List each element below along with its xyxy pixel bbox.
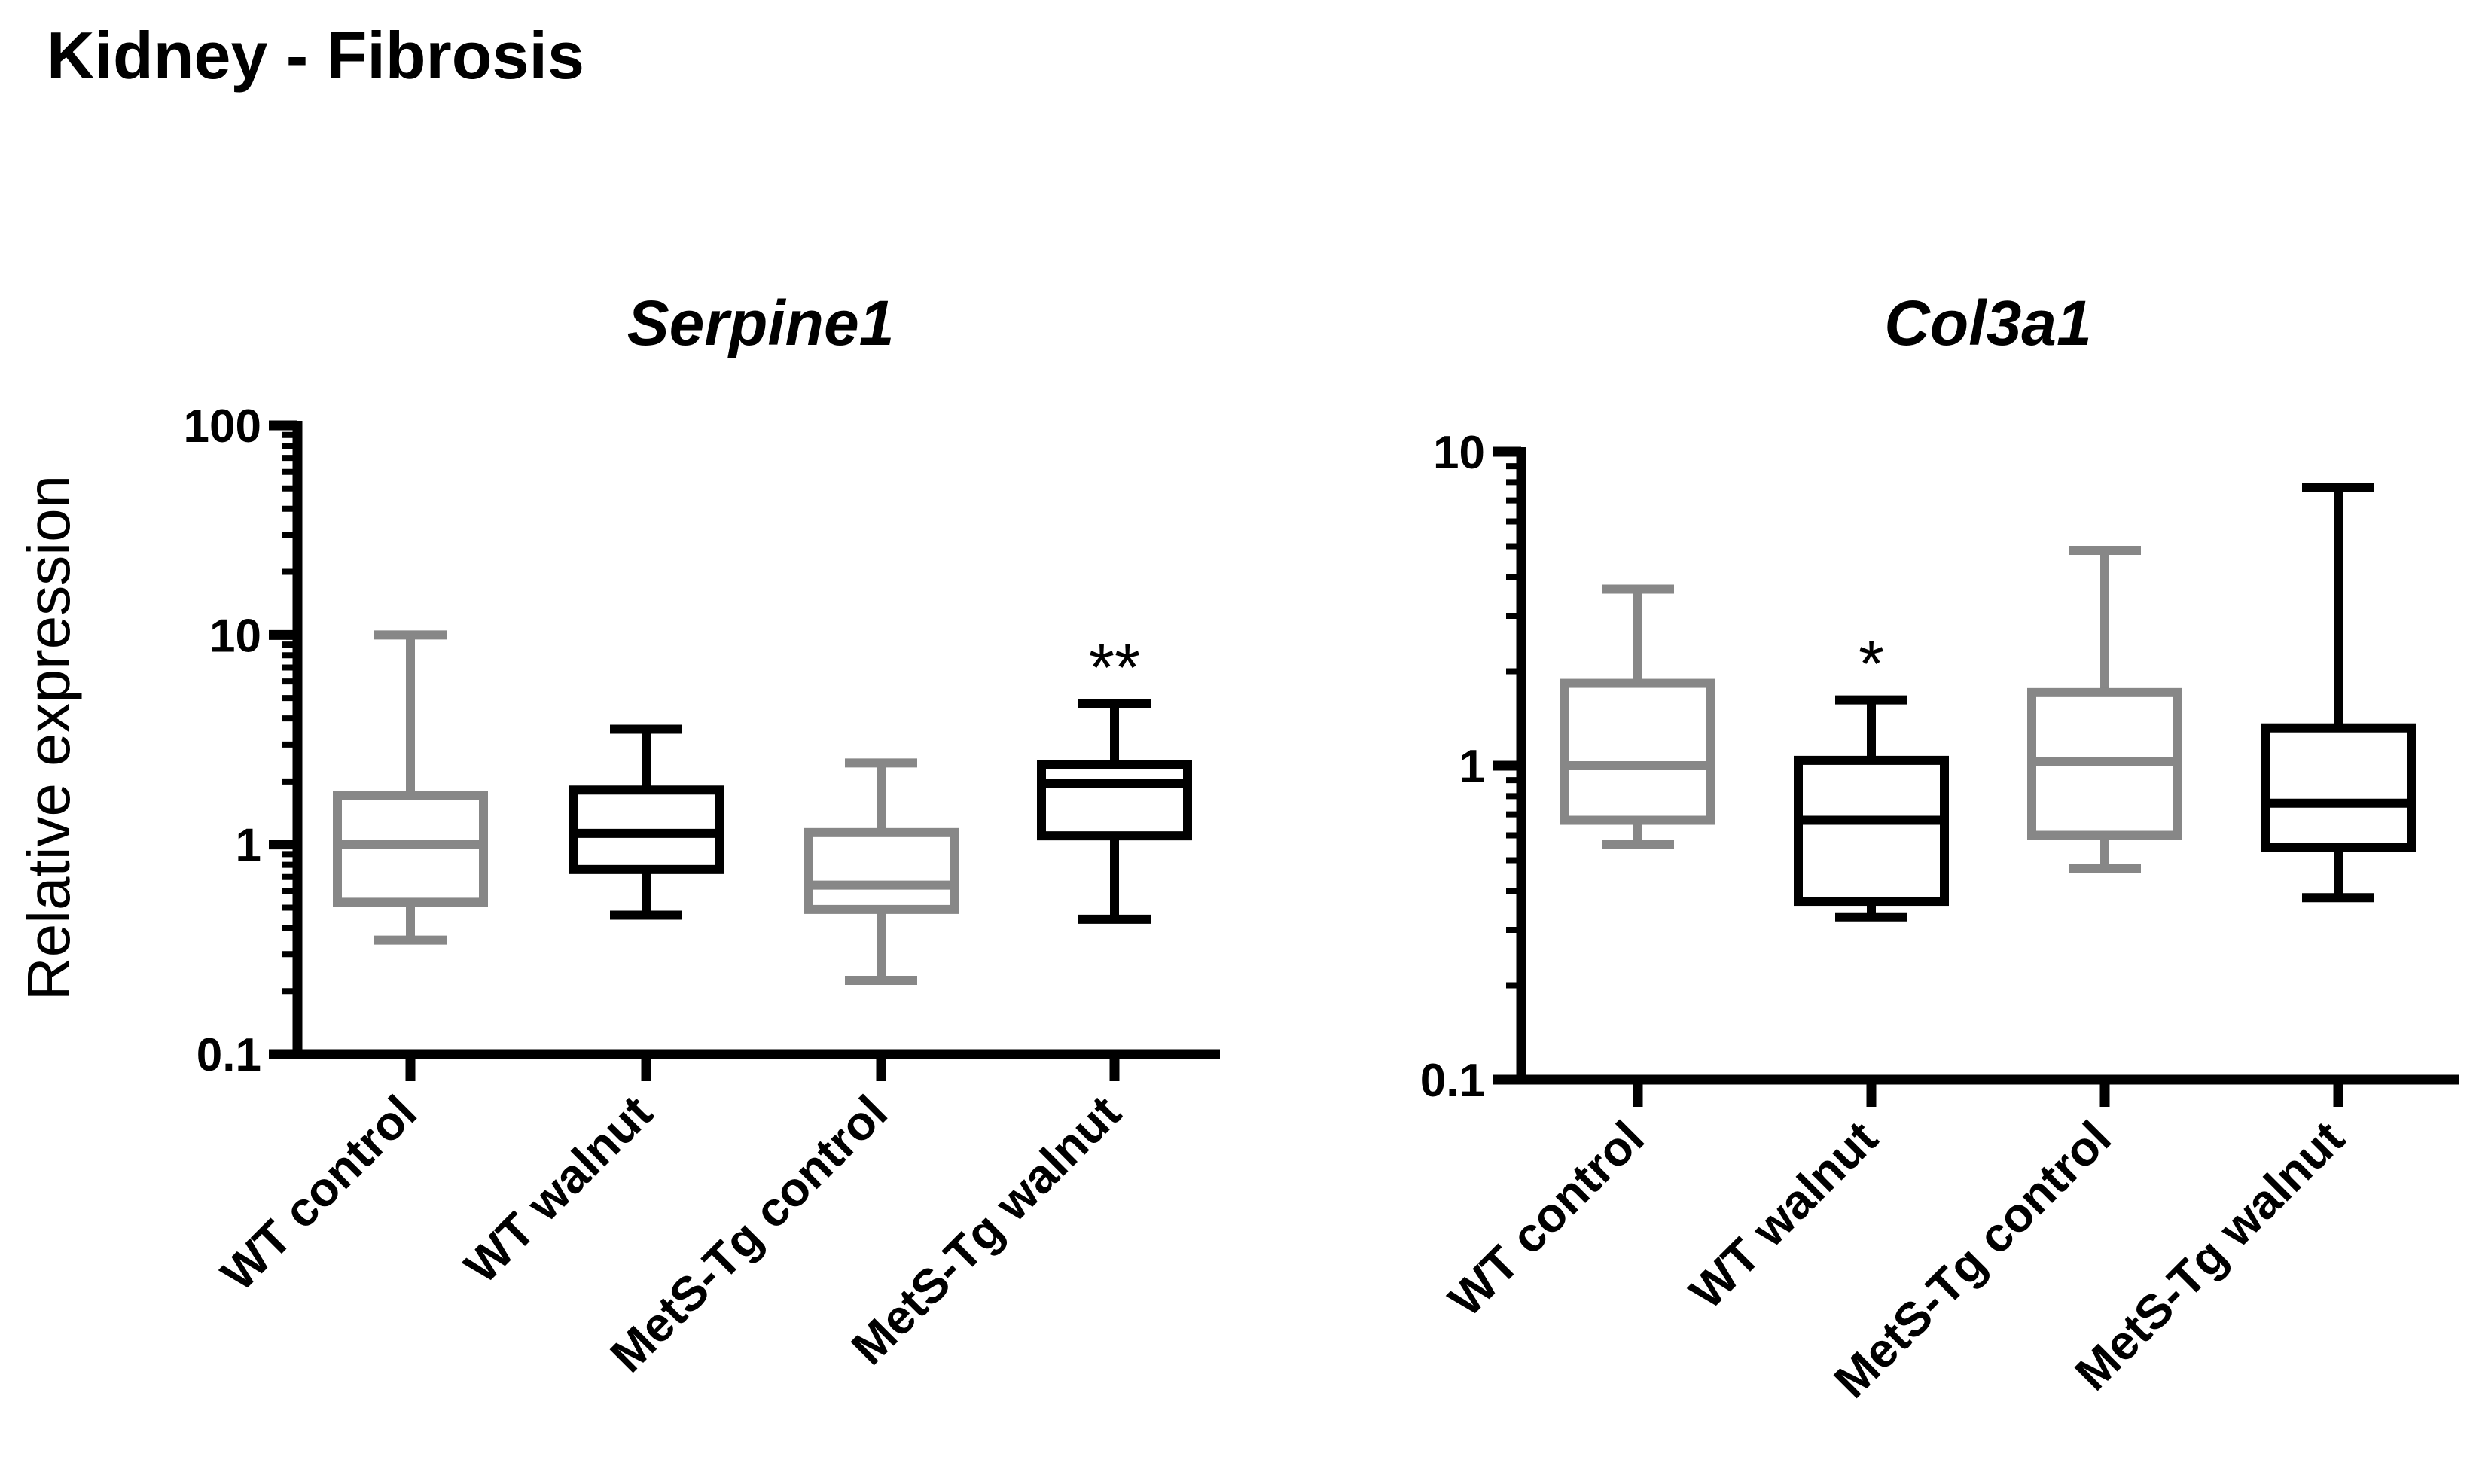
box-wt-control [333,630,488,945]
significance-marker: * [1859,626,1884,701]
box-iqr [1037,760,1192,841]
significance-marker: ** [1089,630,1141,705]
box-iqr [1560,678,1715,825]
y-tick-label: 100 [184,401,261,453]
box-mets-tg-walnut: ** [1037,630,1192,924]
y-tick-label: 1 [1459,741,1485,793]
box-mets-tg-control [2027,546,2182,873]
y-tick-label: 0.1 [197,1029,261,1081]
y-tick-label: 10 [209,610,261,662]
x-tick-label: WT control [1438,1111,1654,1327]
box-wt-control [1560,584,1715,850]
x-tick-label: WT walnut [1679,1111,1888,1319]
y-tick-label: 0.1 [1420,1055,1485,1107]
y-tick-label: 10 [1433,427,1485,479]
y-tick-label: 1 [236,820,261,872]
box-iqr [804,827,959,914]
x-tick-label: WT walnut [454,1085,663,1294]
chart-title: Col3a1 [1884,288,2091,358]
y-axis-label: Relative expression [15,475,82,1001]
x-tick-label: WT control [211,1085,427,1301]
box-wt-walnut [569,724,724,920]
box-mets-tg-control [804,758,959,985]
figure-title: Kidney - Fibrosis [47,18,584,93]
box-wt-walnut: * [1794,626,1949,922]
box-iqr [2261,723,2416,852]
box-mets-tg-walnut [2261,483,2416,903]
box-iqr [1794,755,1949,907]
chart-title: Serpine1 [627,288,895,358]
